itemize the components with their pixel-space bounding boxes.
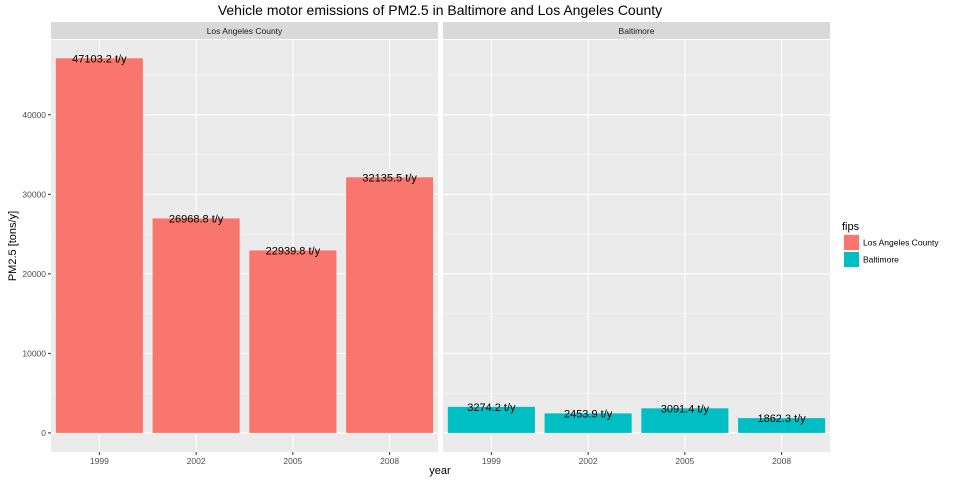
x-tick-label: 2008	[772, 456, 791, 466]
legend: fips Los Angeles County Baltimore	[842, 221, 939, 268]
bar-2002	[544, 413, 632, 433]
data-label: 2453.9 t/y	[564, 408, 613, 420]
legend-label: Los Angeles County	[863, 238, 939, 248]
facet-panel-los-angeles-county: Los Angeles County 47103.2 t/y 26968.8 t/y…	[51, 22, 438, 466]
data-label: 3091.4 t/y	[661, 403, 710, 415]
y-tick-label: 0	[41, 428, 46, 438]
facet-strip	[51, 22, 438, 39]
bar-2008	[738, 418, 826, 433]
x-axis-title: year	[429, 465, 451, 477]
facet-strip-label: Baltimore	[619, 26, 655, 36]
x-tick-label: 2005	[675, 456, 694, 466]
data-label: 47103.2 t/y	[72, 53, 127, 65]
legend-swatch	[844, 235, 859, 250]
data-label: 22939.8 t/y	[266, 245, 321, 257]
plot-area: Los Angeles County 47103.2 t/y 26968.8 t/y…	[22, 22, 830, 466]
bar-2008	[346, 177, 434, 433]
bar-1999	[447, 406, 535, 433]
y-tick-label: 30000	[22, 189, 46, 199]
chart-title: Vehicle motor emissions of PM2.5 in Balt…	[218, 2, 662, 18]
facet-panel-baltimore: Baltimore 3274.2 t/y 2453.9 t/y 3091.4 t/y 1…	[443, 22, 830, 466]
x-tick-label: 2008	[380, 456, 399, 466]
y-tick-label: 20000	[22, 269, 46, 279]
legend-title: fips	[842, 221, 860, 233]
bar-2005	[641, 408, 729, 433]
y-tick-label: 10000	[22, 348, 46, 358]
x-tick-label: 2005	[283, 456, 302, 466]
data-label: 1862.3 t/y	[757, 413, 806, 425]
y-axis: 0 10000 20000 30000 40000	[22, 110, 51, 438]
facet-strip	[443, 22, 830, 39]
bar-2002	[152, 218, 240, 433]
x-tick-label: 1999	[90, 456, 109, 466]
x-tick-label: 1999	[482, 456, 501, 466]
y-tick-label: 40000	[22, 110, 46, 120]
x-tick-label: 2002	[187, 456, 206, 466]
data-label: 3274.2 t/y	[467, 402, 516, 414]
data-label: 26968.8 t/y	[169, 213, 224, 225]
x-tick-label: 2002	[579, 456, 598, 466]
y-axis-title: PM2.5 [tons/y]	[7, 211, 19, 281]
panel-background	[443, 40, 830, 452]
bar-1999	[55, 58, 143, 433]
legend-label: Baltimore	[863, 255, 899, 265]
bar-2005	[249, 250, 337, 433]
data-label: 32135.5 t/y	[362, 172, 417, 184]
legend-swatch	[844, 252, 859, 267]
facet-strip-label: Los Angeles County	[207, 26, 283, 36]
